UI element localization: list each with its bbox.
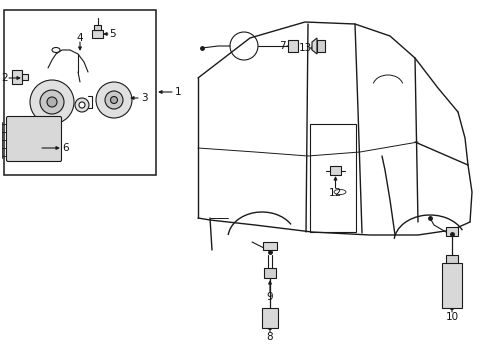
- Text: 5: 5: [109, 29, 116, 39]
- Text: 7: 7: [278, 41, 285, 51]
- Text: 3: 3: [141, 93, 147, 103]
- Circle shape: [47, 97, 57, 107]
- Bar: [22, 74, 28, 80]
- Text: 6: 6: [62, 143, 69, 153]
- Bar: [262, 308, 278, 328]
- Ellipse shape: [52, 48, 60, 53]
- Polygon shape: [311, 38, 316, 54]
- Bar: [12, 70, 22, 84]
- Bar: [445, 255, 457, 265]
- Bar: [309, 124, 355, 232]
- Text: 10: 10: [445, 312, 458, 322]
- Bar: [94, 25, 101, 30]
- Text: 8: 8: [266, 332, 273, 342]
- Bar: [329, 166, 340, 175]
- Ellipse shape: [333, 189, 346, 194]
- Bar: [445, 227, 457, 236]
- Bar: [287, 40, 297, 52]
- Circle shape: [40, 90, 64, 114]
- Bar: [263, 242, 276, 250]
- Text: 12: 12: [328, 188, 342, 198]
- Text: 11: 11: [445, 282, 458, 292]
- Text: 13: 13: [298, 43, 311, 53]
- Circle shape: [79, 102, 85, 108]
- Bar: [92, 30, 103, 38]
- Text: 4: 4: [77, 33, 83, 43]
- FancyBboxPatch shape: [6, 117, 61, 162]
- Bar: [264, 268, 275, 278]
- Text: 2: 2: [1, 73, 8, 83]
- Circle shape: [110, 96, 117, 104]
- Bar: [441, 263, 461, 308]
- Bar: [4, 10, 156, 175]
- Circle shape: [30, 80, 74, 124]
- Text: 9: 9: [266, 292, 273, 302]
- Circle shape: [75, 98, 89, 112]
- Circle shape: [96, 82, 132, 118]
- Bar: [316, 40, 325, 52]
- Text: 1: 1: [174, 87, 181, 97]
- Circle shape: [105, 91, 123, 109]
